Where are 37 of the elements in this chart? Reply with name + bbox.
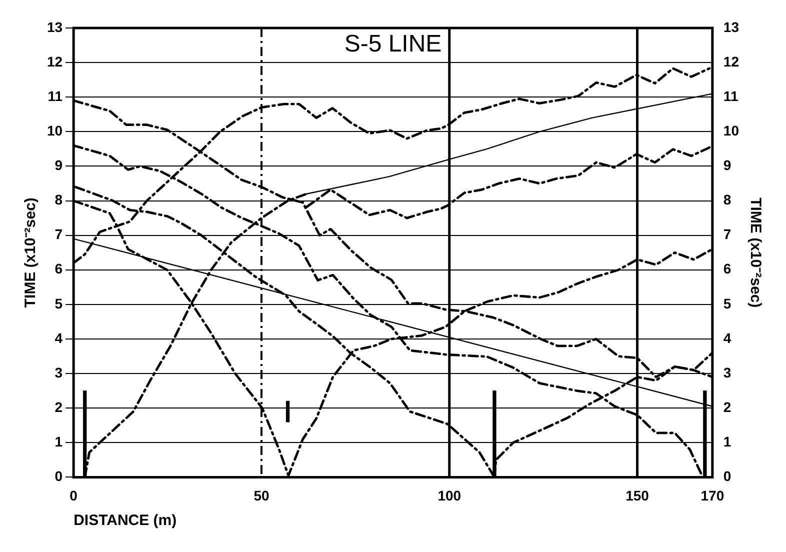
chart-title: S-5 LINE [344,30,442,58]
y2-tick-label: 6 [723,260,732,277]
y2-tick-label: 5 [723,295,732,312]
y-axis-title: TIME (x10⁻²sec) [22,198,40,308]
y2-tick-label: 7 [723,226,732,242]
x-axis-title: DISTANCE (m) [74,512,177,530]
y-tick-label: 3 [54,364,63,380]
y-tick-label: 4 [54,330,63,346]
y2-tick-label: 8 [723,192,732,208]
y2-tick-label: 2 [723,398,732,415]
y2-tick-label: 13 [723,18,740,35]
y2-tick-label: 9 [723,157,732,174]
y-tick-label: 7 [54,226,63,242]
x-tick-label: 100 [438,487,462,504]
y-tick-label: 8 [54,192,63,208]
y-tick-label: 2 [54,398,63,415]
y2-tick-label: 3 [723,364,732,380]
y2-tick-label: 11 [723,88,738,104]
y-tick-label: 11 [48,88,63,104]
y-tick-label: 1 [54,434,63,450]
y2-tick-label: 1 [723,434,732,450]
x-tick-label: 170 [700,487,724,504]
y-tick-label: 6 [54,260,63,277]
y-tick-label: 10 [46,122,63,139]
y2-tick-label: 10 [723,122,740,139]
y-tick-label: 0 [54,468,63,484]
y-tick-label: 12 [46,53,63,70]
x-tick-label: 0 [70,487,78,504]
x-tick-label: 150 [626,487,650,504]
y-tick-label: 13 [46,18,63,35]
x-tick-label: 50 [254,487,270,504]
y2-tick-label: 4 [723,330,732,346]
y2-axis-title: TIME (x10⁻²sec) [746,198,764,308]
y-tick-label: 9 [54,157,63,174]
y-tick-label: 5 [54,295,63,312]
y2-tick-label: 0 [723,468,732,484]
y2-tick-label: 12 [723,53,740,70]
